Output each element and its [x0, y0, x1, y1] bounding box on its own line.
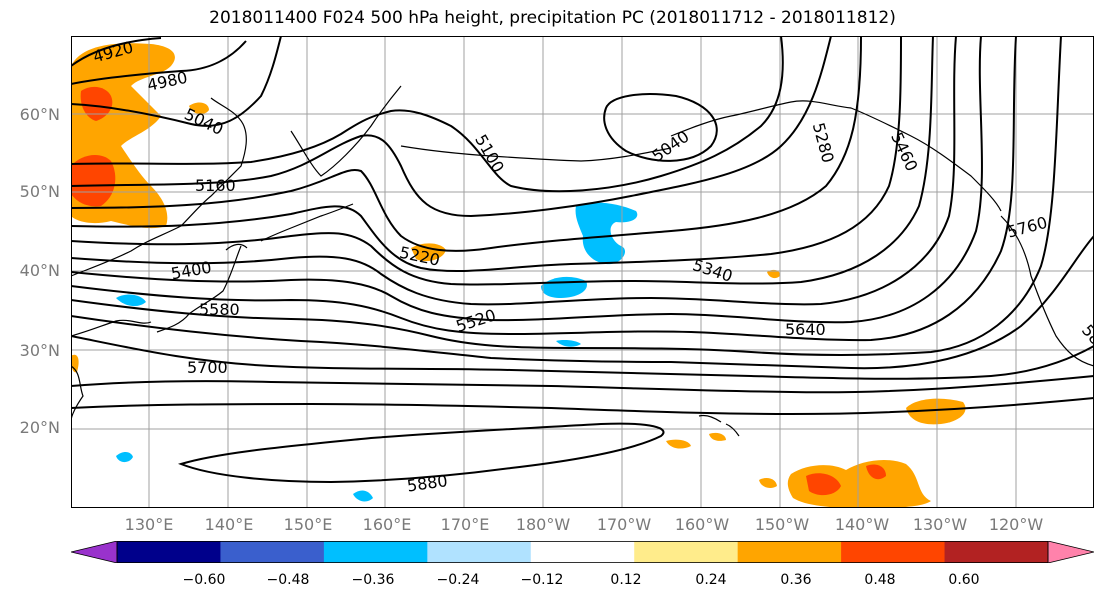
precip-blue-sw2 — [353, 490, 373, 502]
colorbar-tick-n024: −0.24 — [436, 572, 480, 588]
contour-5040-east — [603, 93, 718, 162]
colorbar-tick-048: 0.48 — [864, 572, 896, 588]
lon-label-140e: 140°E — [204, 515, 254, 534]
colorbar-segment — [737, 541, 842, 563]
colorbar-segment — [530, 541, 635, 563]
colorbar-segment — [220, 541, 325, 563]
lon-label-140w: 140°W — [834, 515, 890, 534]
contour-5160 — [71, 36, 832, 218]
precip-small-north — [189, 102, 209, 115]
lat-label-40n: 40°N — [19, 261, 60, 280]
graticule — [71, 36, 1094, 508]
map-panel: 4920 4980 5040 5100 5040 5160 5280 5460 … — [71, 36, 1094, 508]
colorbar-low-arrow — [71, 541, 118, 563]
contour-5820 — [71, 397, 1094, 416]
lon-label-150w: 150°W — [754, 515, 810, 534]
contour-5220 — [71, 36, 862, 252]
contour-5520 — [71, 36, 1017, 342]
colorbar-segment — [841, 541, 946, 563]
contour-5040-west — [71, 36, 282, 127]
lon-label-170e: 170°E — [440, 515, 490, 534]
precip-hawaii-east — [906, 398, 966, 425]
lat-label-30n: 30°N — [19, 341, 60, 360]
lon-label-170w: 170°W — [596, 515, 652, 534]
contour-5340 — [71, 36, 934, 286]
coastlines — [71, 85, 1094, 437]
coast-kamchatka — [290, 85, 402, 177]
colorbar-high-arrow — [1047, 541, 1094, 563]
contour-5460 — [71, 36, 983, 324]
coast-kurils — [260, 203, 354, 242]
lon-label-130e: 130°E — [124, 515, 174, 534]
colorbar-tick-036: 0.36 — [780, 572, 812, 588]
lon-label-150e: 150°E — [283, 515, 333, 534]
precip-blue-south — [556, 340, 581, 347]
colorbar-segment — [117, 541, 221, 563]
precip-shading — [71, 43, 966, 508]
contour-4980 — [71, 40, 247, 85]
contour-5760 — [71, 375, 1094, 394]
height-contours — [71, 36, 1094, 484]
colorbar-tick-n060: −0.60 — [182, 572, 226, 588]
coast-aleutians — [400, 145, 672, 162]
lon-label-160e: 160°E — [362, 515, 412, 534]
contour-label-5640: 5640 — [785, 320, 826, 339]
precip-small2 — [709, 432, 726, 441]
coast-japan — [156, 243, 248, 333]
precip-orange-aleutian — [411, 243, 446, 262]
chart-title: 2018011400 F024 500 hPa height, precipit… — [209, 8, 896, 28]
precip-blue-west — [116, 294, 146, 307]
precip-blue-sw1 — [116, 451, 133, 463]
colorbar-segment — [634, 541, 739, 563]
precip-small4 — [767, 269, 781, 279]
precip-asia-core2 — [71, 154, 116, 207]
coast-namerica — [1000, 215, 1094, 367]
contour-5580 — [71, 36, 1062, 356]
precip-small1 — [666, 439, 691, 449]
colorbar — [71, 541, 1094, 563]
contour-5700 — [71, 335, 1094, 380]
contour-5100 — [71, 36, 784, 193]
colorbar-segment — [323, 541, 428, 563]
contour-label-5700: 5700 — [187, 358, 228, 377]
colorbar-tick-n036: −0.36 — [351, 572, 395, 588]
colorbar-tick-n048: −0.48 — [266, 572, 310, 588]
contour-5280 — [71, 36, 902, 273]
lat-label-60n: 60°N — [19, 105, 60, 124]
colorbar-tick-012: 0.12 — [610, 572, 642, 588]
colorbar-segment — [427, 541, 532, 563]
colorbar-tick-060: 0.60 — [948, 572, 980, 588]
lon-label-120w: 120°W — [988, 515, 1044, 534]
contour-5640 — [71, 235, 1094, 370]
coast-hawaii — [698, 414, 740, 437]
lon-label-130w: 130°W — [912, 515, 968, 534]
lat-label-50n: 50°N — [19, 182, 60, 201]
lat-label-20n: 20°N — [19, 418, 60, 437]
coast-alaska — [670, 100, 1002, 212]
lon-label-180w: 180°W — [515, 515, 571, 534]
colorbar-tick-n012: −0.12 — [520, 572, 564, 588]
lon-label-160w: 160°W — [674, 515, 730, 534]
coast-asia — [71, 97, 247, 422]
contour-label-5580: 5580 — [199, 300, 240, 319]
precip-small3 — [759, 478, 777, 488]
contour-5400 — [71, 36, 957, 306]
precip-asia-core1 — [80, 86, 113, 121]
precip-south-core — [806, 473, 841, 496]
precip-south-core2 — [866, 464, 886, 480]
colorbar-tick-024: 0.24 — [695, 572, 727, 588]
contour-4920 — [71, 37, 162, 67]
contour-label-5160: 5160 — [195, 176, 236, 195]
contour-5880 — [177, 422, 665, 484]
colorbar-segment — [944, 541, 1049, 563]
precip-south-large — [787, 459, 931, 508]
